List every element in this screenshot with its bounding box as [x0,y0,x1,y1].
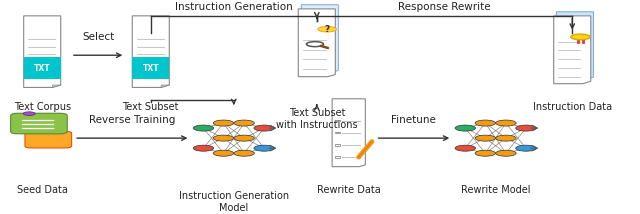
Circle shape [496,120,516,126]
Text: Text Subset: Text Subset [122,102,179,112]
Polygon shape [332,99,365,167]
Bar [335,120,340,121]
Bar [335,132,340,133]
Circle shape [234,135,254,141]
Text: Instruction Data: Instruction Data [532,102,612,112]
Polygon shape [132,16,170,88]
Circle shape [455,145,476,151]
Bar [335,156,340,158]
Text: TXT: TXT [143,64,159,73]
Text: Seed Data: Seed Data [17,185,68,195]
Bar [132,57,170,79]
Circle shape [23,112,35,115]
Polygon shape [301,5,339,73]
Text: ?: ? [324,25,330,34]
Text: Rewrite Data: Rewrite Data [317,185,381,195]
Polygon shape [298,9,335,77]
Polygon shape [52,85,61,88]
Text: Reverse Training: Reverse Training [89,115,175,125]
Text: Text Corpus: Text Corpus [13,102,71,112]
Circle shape [193,125,214,131]
Polygon shape [554,16,591,84]
Text: Rewrite Model: Rewrite Model [461,185,531,195]
Polygon shape [24,16,61,88]
Circle shape [475,120,495,126]
Text: Instruction Generation: Instruction Generation [175,2,292,12]
FancyBboxPatch shape [11,113,67,134]
Polygon shape [556,12,593,80]
Circle shape [571,34,590,40]
Circle shape [234,150,254,156]
Bar [335,144,340,146]
Text: Select: Select [82,32,114,42]
Circle shape [475,150,495,156]
Circle shape [234,120,254,126]
Circle shape [516,125,536,131]
Circle shape [496,135,516,141]
Text: Response Rewrite: Response Rewrite [398,2,491,12]
Text: Instruction Generation
Model: Instruction Generation Model [179,191,289,213]
Text: Text Subset
with Instructions: Text Subset with Instructions [276,108,358,130]
Bar [24,57,61,79]
Circle shape [193,145,214,151]
Circle shape [213,135,234,141]
Text: TXT: TXT [34,64,51,73]
Circle shape [318,27,337,32]
Circle shape [213,150,234,156]
Circle shape [455,125,476,131]
Circle shape [213,120,234,126]
Circle shape [254,145,275,151]
Circle shape [516,145,536,151]
Polygon shape [161,85,170,88]
Text: Finetune: Finetune [392,115,436,125]
Circle shape [496,150,516,156]
FancyBboxPatch shape [25,131,72,148]
Circle shape [475,135,495,141]
Circle shape [254,125,275,131]
